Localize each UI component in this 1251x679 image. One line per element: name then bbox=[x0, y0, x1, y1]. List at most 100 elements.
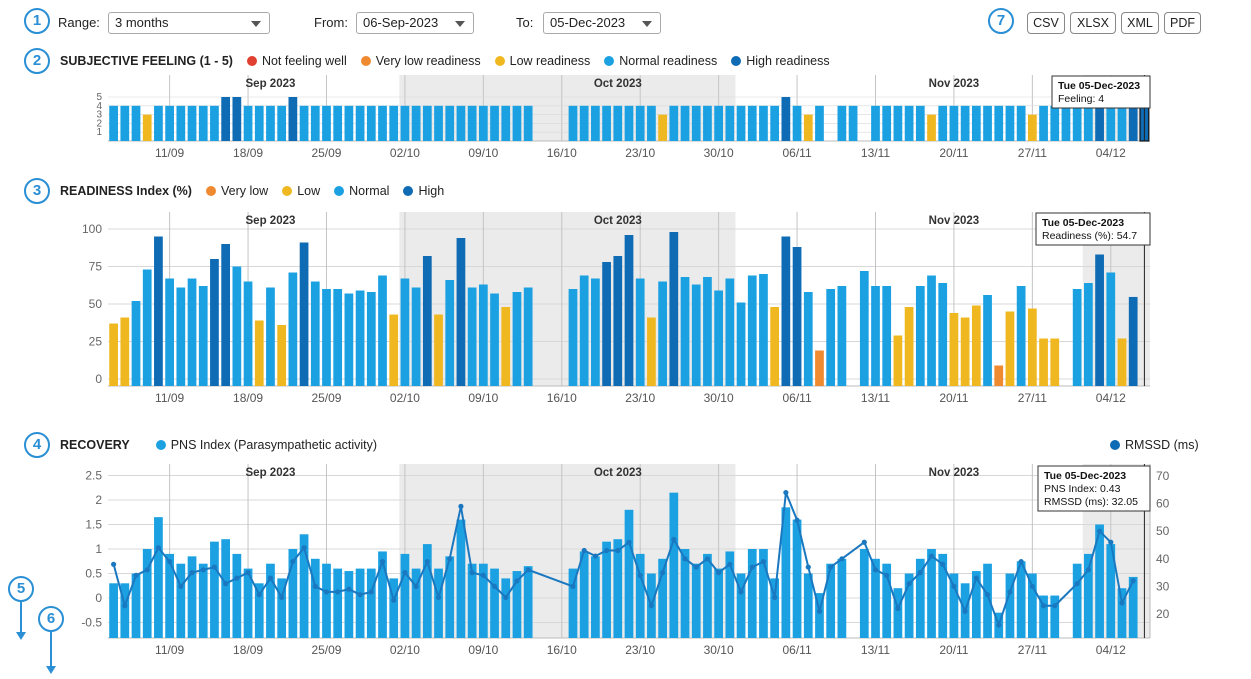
readiness-bar bbox=[725, 278, 735, 386]
from-label: From: bbox=[314, 15, 348, 30]
feeling-bar bbox=[613, 105, 623, 141]
feeling-bar bbox=[759, 105, 768, 141]
pns-bar bbox=[277, 578, 287, 638]
rmssd-point bbox=[704, 556, 711, 562]
legend-very-low[interactable]: Very low bbox=[205, 184, 268, 198]
readiness-bar bbox=[310, 281, 320, 386]
feeling-bar bbox=[478, 105, 488, 141]
readiness-bar bbox=[915, 286, 925, 386]
y-tick-label: 1.5 bbox=[85, 518, 102, 532]
pns-bar bbox=[680, 549, 690, 638]
readiness-bar bbox=[333, 289, 343, 386]
rmssd-point bbox=[245, 570, 251, 576]
export-pdf-button[interactable]: PDF bbox=[1164, 12, 1201, 34]
feeling-bar bbox=[1095, 105, 1104, 141]
readiness-bar bbox=[691, 284, 701, 386]
legend-dot bbox=[205, 186, 216, 196]
tooltip-line: PNS Index: 0.43 bbox=[1044, 483, 1121, 495]
legend-high-readiness[interactable]: High readiness bbox=[731, 54, 830, 68]
callout-6-arrow bbox=[50, 632, 52, 668]
feeling-bar bbox=[893, 105, 903, 141]
legend-low-readiness[interactable]: Low readiness bbox=[494, 54, 591, 68]
feeling-bar bbox=[1117, 105, 1127, 141]
export-xml-button[interactable]: XML bbox=[1121, 12, 1159, 34]
feeling-bar bbox=[624, 105, 634, 141]
rmssd-point bbox=[167, 558, 173, 565]
readiness-bar bbox=[1072, 289, 1082, 386]
rmssd-point bbox=[760, 558, 767, 565]
readiness-bar bbox=[142, 269, 152, 386]
export-csv-button[interactable]: CSV bbox=[1027, 12, 1065, 34]
readiness-bar bbox=[109, 323, 118, 386]
to-date-select[interactable]: 05-Dec-2023 bbox=[543, 12, 661, 34]
feeling-bar bbox=[691, 105, 701, 141]
x-tick-label: 02/10 bbox=[390, 643, 420, 657]
rmssd-point bbox=[357, 592, 363, 598]
recovery-tooltip bbox=[1037, 465, 1151, 512]
pns-bar bbox=[198, 563, 208, 638]
readiness-bar bbox=[904, 307, 914, 386]
rmssd-point bbox=[917, 570, 923, 576]
pns-bar bbox=[355, 568, 365, 638]
callout-5-arrowhead bbox=[16, 632, 26, 640]
pns-bar bbox=[658, 558, 667, 638]
y2-tick-label: 50 bbox=[1156, 524, 1170, 538]
feeling-bar bbox=[445, 105, 455, 141]
pns-bar bbox=[826, 563, 836, 638]
feeling-bar bbox=[960, 105, 970, 141]
rmssd-point bbox=[1119, 600, 1125, 606]
x-tick-label: 20/11 bbox=[939, 643, 968, 657]
callout-3: 3 bbox=[24, 178, 50, 204]
rmssd-point bbox=[816, 608, 823, 614]
rmssd-point bbox=[1040, 603, 1047, 609]
readiness-bar bbox=[299, 242, 309, 386]
rmssd-point bbox=[301, 545, 307, 551]
legend-low[interactable]: Low bbox=[282, 184, 320, 198]
readiness-bar bbox=[478, 284, 488, 386]
readiness-bar bbox=[120, 317, 130, 386]
rmssd-point bbox=[1085, 567, 1091, 573]
rmssd-point bbox=[984, 592, 991, 598]
feeling-bar bbox=[792, 105, 802, 141]
x-tick-label: 13/11 bbox=[861, 643, 890, 657]
legend-normal-readiness[interactable]: Normal readiness bbox=[604, 54, 717, 68]
pns-bar bbox=[725, 551, 735, 638]
legend-not-feeling-well[interactable]: Not feeling well bbox=[246, 54, 347, 68]
export-xlsx-button[interactable]: XLSX bbox=[1070, 12, 1116, 34]
rmssd-point bbox=[458, 503, 464, 509]
from-date-select[interactable]: 06-Sep-2023 bbox=[356, 12, 474, 34]
legend-dot bbox=[246, 56, 257, 66]
tooltip-line: Tue 05-Dec-2023 bbox=[1042, 217, 1124, 229]
range-select[interactable]: 3 months bbox=[108, 12, 270, 34]
readiness-bar bbox=[422, 256, 432, 386]
month-label: Nov 2023 bbox=[929, 78, 980, 90]
readiness-bar bbox=[523, 287, 533, 386]
legend-very-low-readiness[interactable]: Very low readiness bbox=[360, 54, 481, 68]
rmssd-legend[interactable]: RMSSD (ms) bbox=[1110, 438, 1199, 452]
legend-normal[interactable]: Normal bbox=[334, 184, 389, 198]
rmssd-point bbox=[603, 547, 610, 554]
legend-pns[interactable]: PNS Index (Parasympathetic activity) bbox=[155, 438, 377, 452]
pns-bar bbox=[859, 549, 869, 638]
readiness-chart: 0 25 50 75 100 11/09 18/09 25/09 02/10 09/10 16/10… bbox=[82, 212, 1151, 405]
x-tick-label: 30/10 bbox=[704, 643, 734, 657]
y-tick-label: -0.5 bbox=[81, 616, 102, 630]
feeling-bar bbox=[512, 105, 522, 141]
pns-bar bbox=[983, 563, 992, 638]
feeling-bar bbox=[210, 105, 219, 141]
legend-label: Low readiness bbox=[509, 54, 591, 68]
readiness-bar bbox=[680, 277, 690, 386]
feeling-bar bbox=[154, 105, 163, 141]
feeling-bar bbox=[221, 97, 231, 141]
feeling-bar bbox=[658, 114, 667, 141]
readiness-bar bbox=[131, 301, 141, 386]
pns-bar bbox=[747, 549, 757, 638]
feeling-bar bbox=[994, 105, 1004, 141]
rmssd-point bbox=[256, 592, 262, 598]
y-tick-label: 100 bbox=[82, 222, 102, 236]
readiness-bar bbox=[445, 280, 455, 386]
feeling-bar bbox=[378, 105, 387, 141]
legend-high[interactable]: High bbox=[403, 184, 444, 198]
x-tick-label: 13/11 bbox=[861, 146, 890, 160]
readiness-bar bbox=[579, 275, 589, 386]
